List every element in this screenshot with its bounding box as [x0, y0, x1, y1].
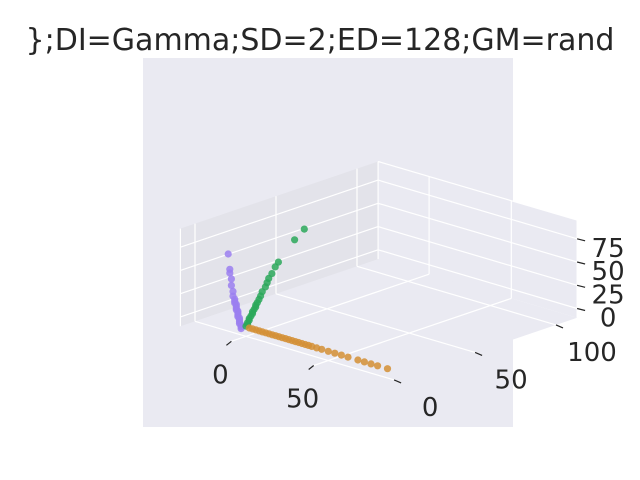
z-tick-label: 25 — [592, 280, 625, 310]
scatter-point — [268, 270, 276, 278]
scatter-point — [344, 353, 352, 361]
scatter-point — [374, 362, 382, 370]
x-tick-mark — [308, 365, 315, 370]
gridline-y — [194, 320, 395, 381]
gridline-z — [377, 249, 578, 310]
gridline-z — [377, 202, 578, 263]
gridline-z — [180, 179, 379, 248]
scatter-point — [227, 275, 235, 283]
scatter-point — [224, 250, 232, 258]
scatter-point — [367, 360, 375, 368]
z-tick-label: 0 — [600, 304, 617, 334]
scatter-point — [331, 349, 339, 357]
scatter-point — [324, 347, 332, 355]
scatter-point — [300, 225, 308, 233]
y-tick-label: 100 — [567, 338, 617, 368]
back-wall-pane — [378, 161, 578, 318]
y-tick-label: 50 — [495, 365, 528, 395]
scatter-point — [227, 281, 235, 289]
y-tick-mark — [393, 379, 402, 384]
gridline-z — [377, 179, 578, 240]
scatter-point — [291, 236, 299, 244]
gridline-z — [180, 249, 379, 318]
scatter-point — [318, 345, 326, 353]
scatter-point — [383, 365, 392, 373]
z-tick-mark — [576, 238, 586, 242]
scatter-point — [354, 356, 362, 364]
z-tick-mark — [576, 284, 586, 288]
scatter-point — [226, 265, 234, 273]
x-tick-label: 0 — [212, 360, 229, 390]
scatter-point — [360, 358, 368, 366]
x-tick-label: 50 — [286, 385, 319, 415]
y-tick-mark — [555, 324, 564, 329]
gridlines — [179, 160, 578, 381]
gridline-z — [377, 226, 578, 286]
z-tick-mark — [576, 261, 586, 265]
data-points — [224, 225, 392, 373]
gridline-y — [356, 265, 557, 326]
z-tick-mark — [576, 307, 586, 312]
z-tick-label: 50 — [592, 257, 625, 287]
scatter-point — [337, 351, 345, 359]
gridline-z — [180, 202, 379, 271]
scatter-point — [274, 258, 282, 266]
pane-edge — [377, 160, 578, 221]
x-tick-mark — [226, 340, 232, 346]
chart-title: };DI=Gamma;SD=2;ED=128;GM=rand — [26, 23, 615, 58]
z-tick-label: 75 — [592, 234, 625, 264]
y-tick-label: 0 — [422, 393, 439, 423]
floor-pane — [180, 259, 578, 385]
y-tick-mark — [474, 351, 483, 356]
gridline-y — [275, 293, 476, 353]
scatter-point — [229, 287, 237, 295]
